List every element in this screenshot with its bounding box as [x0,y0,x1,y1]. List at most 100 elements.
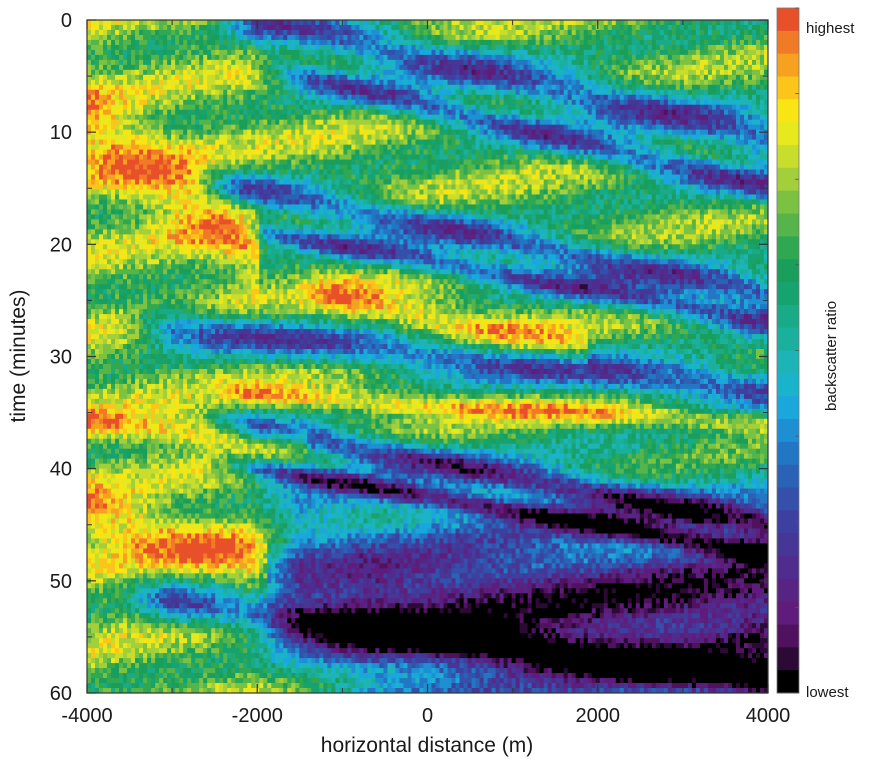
heatmap-cell [700,25,705,31]
heatmap-cell [263,40,268,46]
heatmap-cell [632,35,637,41]
heatmap-cell [127,115,132,121]
heatmap-cell [355,120,360,126]
heatmap-cell [271,130,276,136]
heatmap-cell [440,90,445,96]
heatmap-cell [696,90,701,96]
heatmap-cell [215,105,220,111]
heatmap-cell [584,90,589,96]
heatmap-cell [315,50,320,56]
heatmap-cell [395,95,400,101]
heatmap-cell [456,85,461,91]
heatmap-cell [359,135,364,141]
heatmap-cell [327,85,332,91]
heatmap-cell [672,120,677,126]
heatmap-cell [171,145,176,151]
heatmap-cell [399,85,404,91]
heatmap-cell [307,50,312,56]
heatmap-cell [103,145,108,151]
heatmap-cell [303,140,308,146]
heatmap-cell [275,20,280,26]
heatmap-cell [676,110,681,116]
heatmap-cell [179,85,184,91]
heatmap-cell [415,90,420,96]
heatmap-cell [219,45,224,51]
heatmap-cell [355,35,360,41]
heatmap-cell [744,65,749,71]
heatmap-cell [440,25,445,31]
heatmap-cell [223,95,228,101]
heatmap-cell [151,60,156,66]
heatmap-cell [632,105,637,111]
heatmap-cell [315,95,320,101]
heatmap-cell [403,115,408,121]
heatmap-cell [295,140,300,146]
heatmap-cell [251,95,256,101]
heatmap-cell [387,105,392,111]
heatmap-cell [115,30,120,36]
heatmap-cell [351,140,356,146]
heatmap-cell [215,90,220,96]
heatmap-cell [524,65,529,71]
heatmap-cell [668,85,673,91]
heatmap-cell [584,75,589,81]
heatmap-cell [688,135,693,141]
heatmap-cell [219,75,224,81]
heatmap-cell [720,120,725,126]
heatmap-cell [163,20,168,26]
heatmap-cell [516,50,521,56]
heatmap-cell [423,115,428,121]
heatmap-cell [315,90,320,96]
heatmap-cell [652,20,657,26]
heatmap-cell [760,110,765,116]
heatmap-cell [740,20,745,26]
heatmap-cell [387,90,392,96]
heatmap-cell [492,130,497,136]
heatmap-cell [548,35,553,41]
heatmap-cell [267,75,272,81]
heatmap-cell [403,50,408,56]
heatmap-cell [103,105,108,111]
heatmap-cell [331,45,336,51]
heatmap-cell [283,85,288,91]
heatmap-cell [423,95,428,101]
heatmap-cell [744,135,749,141]
heatmap-cell [143,100,148,106]
heatmap-cell [119,50,124,56]
heatmap-cell [428,85,433,91]
heatmap-cell [452,105,457,111]
heatmap-cell [107,90,112,96]
heatmap-cell [111,75,116,81]
heatmap-cell [460,105,465,111]
heatmap-cell [99,100,104,106]
heatmap-cell [231,65,236,71]
heatmap-cell [496,100,501,106]
heatmap-cell [379,35,384,41]
heatmap-cell [211,55,216,61]
heatmap-cell [504,40,509,46]
heatmap-cell [552,70,557,76]
heatmap-cell [195,75,200,81]
heatmap-cell [456,90,461,96]
heatmap-cell [319,135,324,141]
heatmap-cell [207,100,212,106]
heatmap-cell [632,90,637,96]
heatmap-cell [263,25,268,31]
heatmap-cell [167,40,172,46]
heatmap-cell [123,75,128,81]
heatmap-cell [311,35,316,41]
heatmap-cell [91,145,96,151]
heatmap-cell [155,115,160,121]
heatmap-cell [560,65,565,71]
heatmap-cell [175,65,180,71]
heatmap-cell [167,145,172,151]
heatmap-cell [472,105,477,111]
heatmap-cell [163,115,168,121]
heatmap-cell [207,85,212,91]
heatmap-cell [544,40,549,46]
heatmap-cell [568,105,573,111]
heatmap-cell [159,50,164,56]
heatmap-cell [736,110,741,116]
heatmap-cell [283,75,288,81]
heatmap-cell [616,90,621,96]
